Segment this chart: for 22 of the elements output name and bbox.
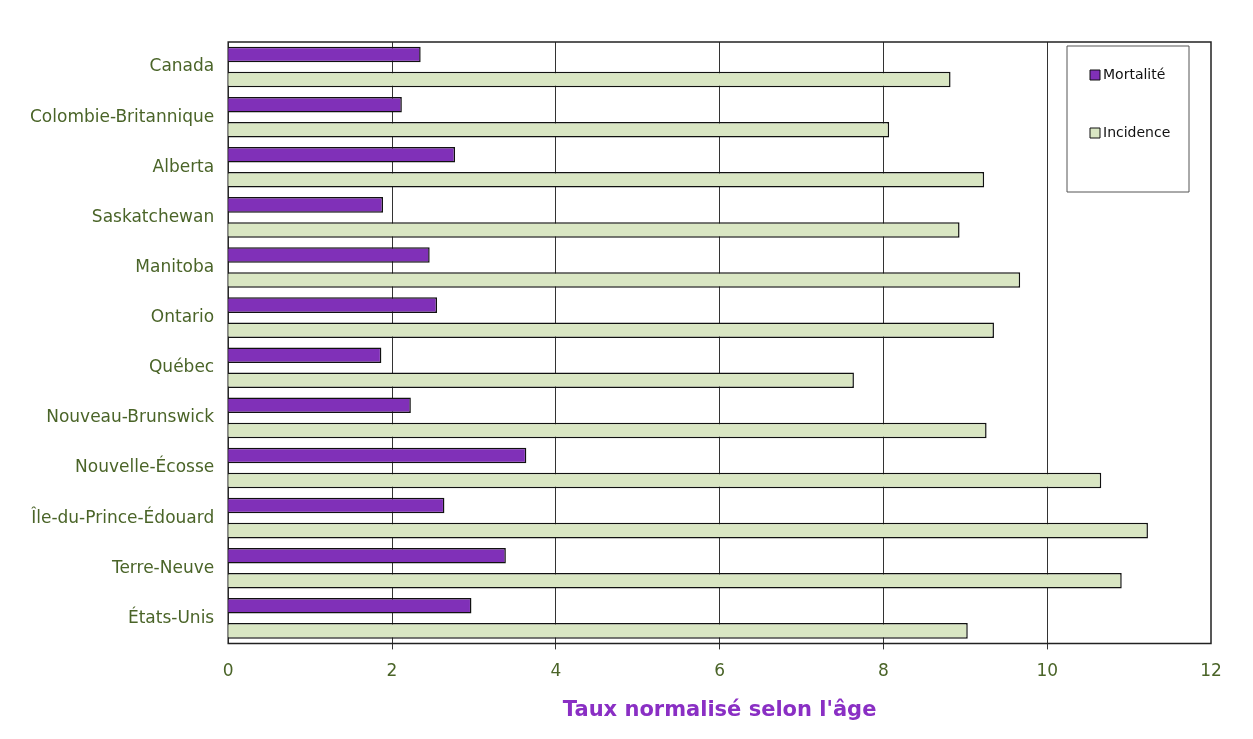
x-tick-label: 10 <box>1036 660 1059 681</box>
x-tick-label: 8 <box>877 660 889 681</box>
x-tick-label: 0 <box>222 660 234 681</box>
legend-label: Mortalité <box>1103 65 1166 82</box>
y-tick-label: Nouvelle-Écosse <box>75 455 215 477</box>
y-tick-label: Canada <box>149 55 215 76</box>
y-tick-label: Ontario <box>150 306 215 327</box>
y-tick-label: Québec <box>148 356 215 377</box>
x-axis-title: Taux normalisé selon l'âge <box>562 696 877 721</box>
y-tick-label: Nouveau-Brunswick <box>46 406 215 427</box>
x-tick-label: 4 <box>550 660 562 681</box>
legend-label: Incidence <box>1103 123 1171 140</box>
y-tick-label: États-Unis <box>127 605 215 627</box>
x-tick-label: 2 <box>386 660 398 681</box>
y-tick-label: Manitoba <box>135 255 215 276</box>
y-tick-label: Terre-Neuve <box>110 556 215 577</box>
y-tick-label: Saskatchewan <box>91 205 215 226</box>
y-tick-label: Alberta <box>152 155 215 176</box>
y-tick-label: Île-du-Prince-Édouard <box>30 505 215 527</box>
x-tick-label: 12 <box>1200 660 1222 681</box>
y-tick-label: Colombie-Britannique <box>29 105 215 126</box>
x-tick-label: 6 <box>714 660 726 681</box>
